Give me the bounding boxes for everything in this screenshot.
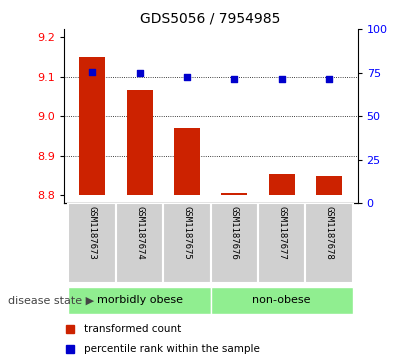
Text: GSM1187677: GSM1187677 — [277, 206, 286, 260]
Text: GSM1187673: GSM1187673 — [88, 206, 97, 260]
Text: GSM1187674: GSM1187674 — [135, 206, 144, 260]
Title: GDS5056 / 7954985: GDS5056 / 7954985 — [141, 11, 281, 25]
Bar — [116, 203, 163, 283]
Bar — [211, 287, 353, 314]
Point — [89, 69, 95, 75]
Bar — [69, 287, 211, 314]
Text: morbidly obese: morbidly obese — [97, 295, 182, 305]
Bar — [221, 193, 247, 195]
Point — [184, 74, 190, 80]
Bar — [79, 57, 105, 195]
Bar — [258, 203, 305, 283]
Bar — [163, 203, 211, 283]
Text: GSM1187676: GSM1187676 — [230, 206, 239, 260]
Text: GSM1187675: GSM1187675 — [182, 206, 192, 260]
Bar — [316, 176, 342, 195]
Bar — [127, 90, 152, 195]
Text: percentile rank within the sample: percentile rank within the sample — [84, 344, 260, 354]
Text: transformed count: transformed count — [84, 324, 182, 334]
Bar — [69, 203, 116, 283]
Bar — [269, 174, 295, 195]
Point — [326, 76, 332, 82]
Text: GSM1187678: GSM1187678 — [325, 206, 334, 260]
Bar — [211, 203, 258, 283]
Text: disease state ▶: disease state ▶ — [8, 295, 95, 305]
Point — [278, 76, 285, 82]
Point — [136, 70, 143, 76]
Text: non-obese: non-obese — [252, 295, 311, 305]
Point — [231, 76, 238, 82]
Bar — [305, 203, 353, 283]
Bar — [174, 128, 200, 195]
